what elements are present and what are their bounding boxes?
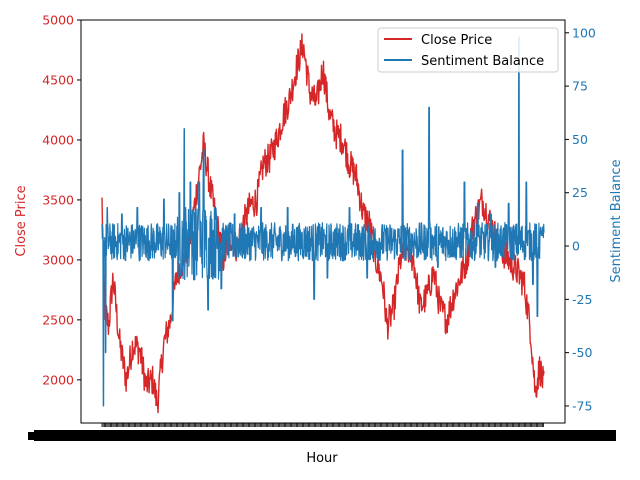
right-y-tick-label: 50 <box>572 132 588 147</box>
plot-area <box>101 33 545 414</box>
right-y-tick-label: 100 <box>572 25 596 40</box>
x-axis-tick-labels-overlapped <box>34 430 616 441</box>
left-y-tick-label: 5000 <box>42 13 74 28</box>
legend-label-close-price: Close Price <box>421 33 492 48</box>
x-axis-ticks <box>28 423 616 441</box>
right-y-tick-label: -50 <box>572 345 592 360</box>
right-y-tick-label: 25 <box>572 185 588 200</box>
left-y-axis-label: Close Price <box>14 185 29 256</box>
x-axis-label: Hour <box>306 451 338 466</box>
left-y-tick-label: 3000 <box>42 252 74 267</box>
right-y-tick-label: -75 <box>572 398 592 413</box>
x-axis-tick-marks <box>101 423 544 427</box>
left-y-tick-label: 4500 <box>42 72 74 87</box>
right-y-axis: -75 -50 -25 0 25 50 75 100 <box>565 25 596 413</box>
legend: Close Price Sentiment Balance <box>377 27 559 73</box>
legend-box <box>377 27 559 73</box>
x-axis-tick-labels-overlapped-start <box>28 432 36 440</box>
right-y-tick-label: 75 <box>572 79 588 94</box>
right-y-tick-label: 0 <box>572 239 580 254</box>
axes-frame <box>80 19 566 424</box>
left-y-tick-label: 4000 <box>42 132 74 147</box>
left-y-tick-label: 2000 <box>42 372 74 387</box>
right-y-axis-label: Sentiment Balance <box>609 159 624 282</box>
legend-label-sentiment-balance: Sentiment Balance <box>421 54 544 69</box>
series-line-sentiment-balance <box>101 36 545 407</box>
left-y-tick-label: 3500 <box>42 192 74 207</box>
left-y-axis: 2000 2500 3000 3500 4000 4500 5000 <box>42 13 81 387</box>
right-y-tick-label: -25 <box>572 292 592 307</box>
left-y-tick-label: 2500 <box>42 312 74 327</box>
